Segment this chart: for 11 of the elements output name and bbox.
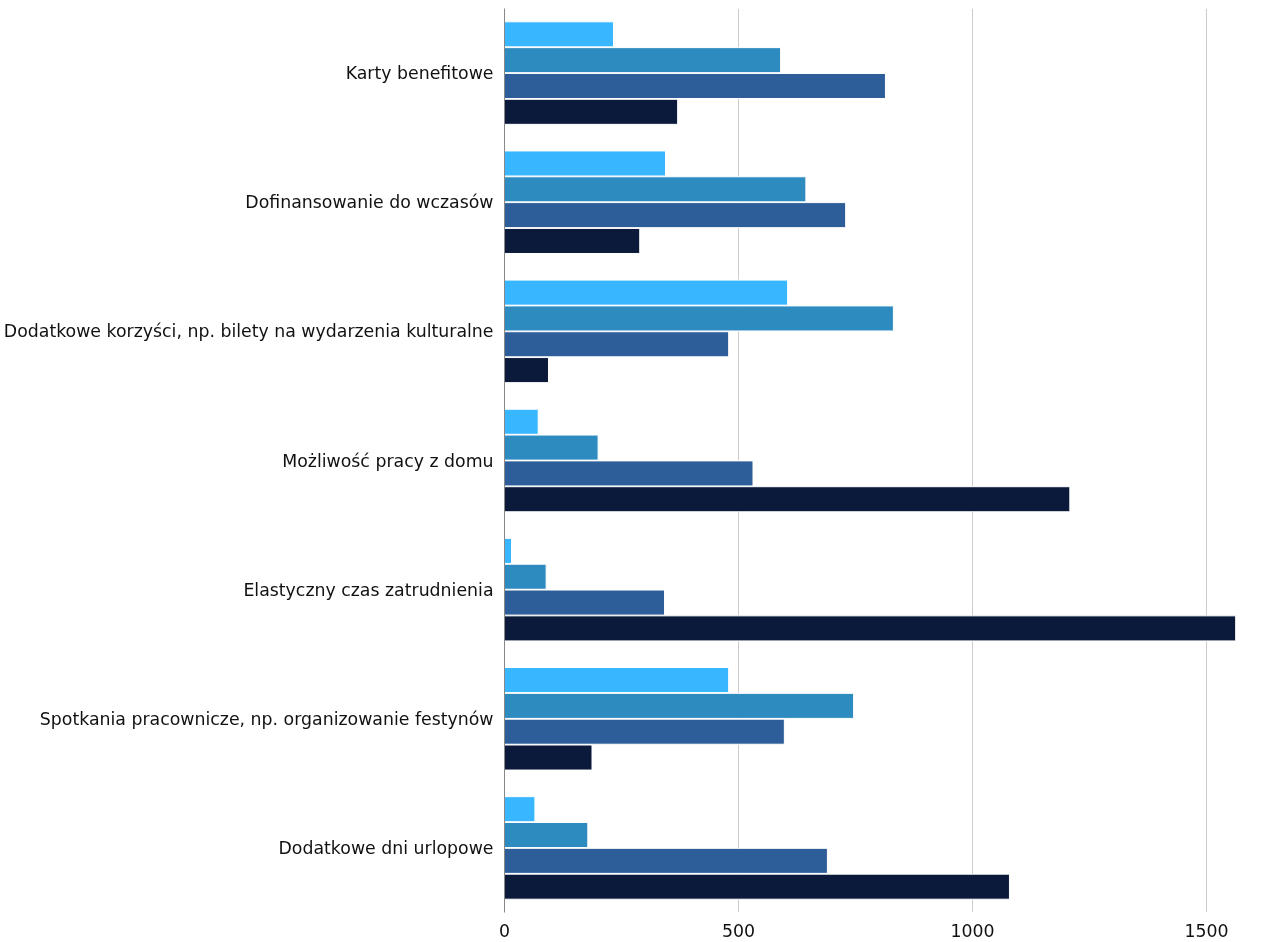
y-tick-label: Dodatkowe dni urlopowe — [278, 837, 494, 858]
y-tick-label: Dofinansowanie do wczasów — [245, 192, 494, 213]
y-tick-label: Możliwość pracy z domu — [282, 450, 494, 471]
x-tick-label: 0 — [498, 920, 511, 941]
y-tick-label: Elastyczny czas zatrudnienia — [243, 579, 494, 600]
y-tick-label: Dodatkowe korzyści, np. bilety na wydarzenia kulturalne — [3, 321, 494, 342]
y-tick-label: Spotkania pracownicze, np. organizowanie festynów — [39, 708, 494, 729]
x-tick-label: 500 — [721, 920, 756, 941]
y-tick-label: Karty benefitowe — [345, 63, 494, 84]
x-tick-label: 1500 — [1184, 920, 1229, 941]
x-tick-label: 1000 — [950, 920, 995, 941]
